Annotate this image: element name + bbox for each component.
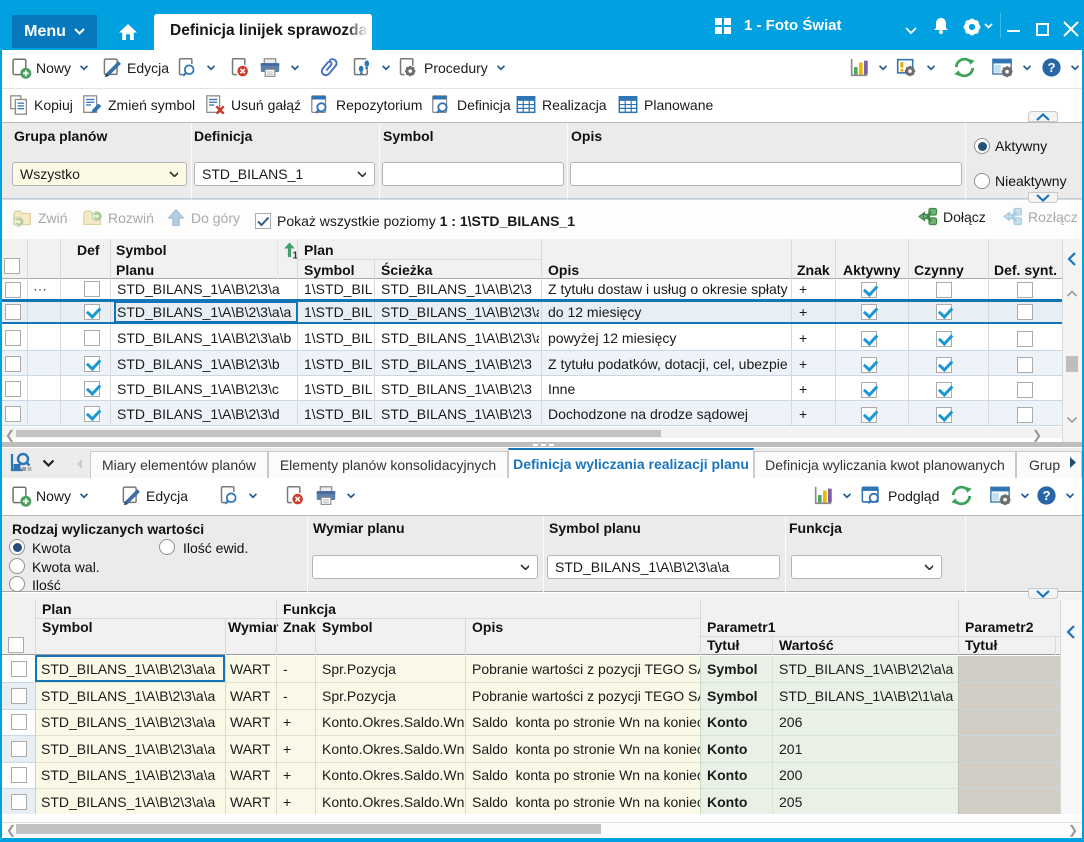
svg-text:?: ? <box>1047 60 1055 75</box>
svg-text:?: ? <box>1042 488 1050 503</box>
svg-text:1: 1 <box>293 251 299 260</box>
